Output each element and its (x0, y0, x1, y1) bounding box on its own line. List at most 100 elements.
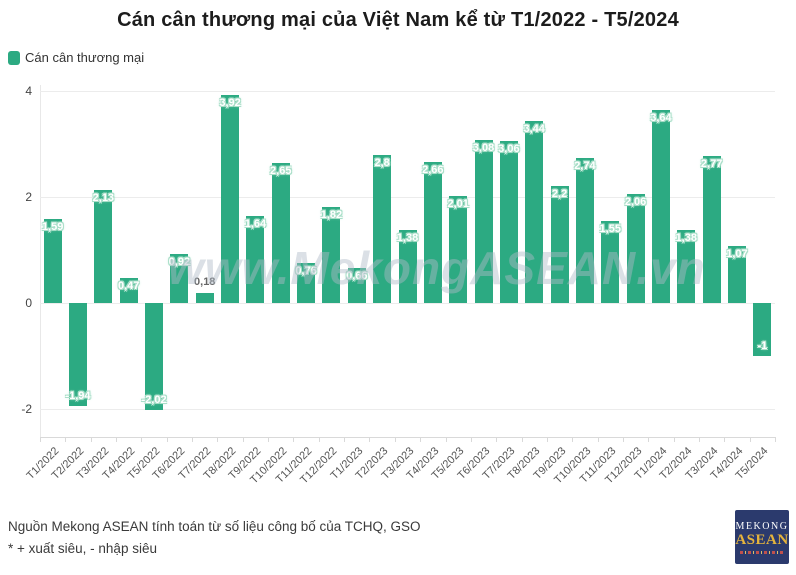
bar-value-label: 3,64 (650, 112, 672, 125)
x-axis-tick (420, 437, 422, 442)
bar[interactable] (702, 156, 721, 303)
x-axis-tick (546, 437, 548, 442)
legend-label: Cán cân thương mại (25, 50, 145, 65)
x-axis-tick (521, 437, 523, 442)
x-axis-tick (749, 437, 751, 442)
chart-title: Cán cân thương mại của Việt Nam kể từ T1… (117, 9, 679, 31)
logo-tagline-strip (740, 550, 784, 554)
x-axis-tick (242, 437, 244, 442)
bar-value-label: 2,01 (447, 198, 469, 211)
gridline (40, 409, 775, 410)
bar[interactable] (322, 206, 341, 303)
bar[interactable] (449, 196, 468, 303)
bar-value-label: 0,66 (346, 270, 368, 283)
x-axis-tick (141, 437, 143, 442)
bar[interactable] (271, 162, 290, 303)
bar-value-label: 0,18 (194, 276, 216, 289)
bar[interactable] (727, 246, 746, 303)
x-axis-tick (90, 437, 92, 442)
bar[interactable] (499, 140, 518, 303)
bar[interactable] (677, 229, 696, 303)
bar-value-label: 2,2 (551, 188, 568, 201)
x-axis-tick (217, 437, 219, 442)
bar-value-label: 1,64 (244, 218, 267, 231)
bar[interactable] (170, 254, 189, 303)
bar[interactable] (753, 303, 772, 356)
x-axis-tick (65, 437, 67, 442)
x-axis-tick (597, 437, 599, 442)
bar-value-label: 3,06 (498, 142, 520, 155)
y-axis-tick-label: 4 (25, 84, 32, 98)
bar-value-label: 2,06 (624, 195, 647, 208)
x-axis-tick (40, 437, 41, 442)
x-axis-tick (648, 437, 650, 442)
x-axis-tick (318, 437, 320, 442)
source-note: Nguồn Mekong ASEAN tính toán từ số liệu … (8, 519, 421, 534)
x-axis-tick (369, 437, 371, 442)
x-axis-tick (166, 437, 168, 442)
bar-value-label: 3,44 (523, 122, 545, 135)
bar[interactable] (69, 303, 88, 406)
bar[interactable] (246, 216, 265, 303)
legend-item[interactable]: Cán cân thương mại (8, 50, 144, 65)
y-axis-tick-label: 0 (25, 296, 32, 310)
bar[interactable] (94, 190, 113, 303)
bar-value-label: -2,02 (141, 394, 167, 407)
x-axis-line (40, 437, 775, 438)
bar[interactable] (550, 186, 569, 303)
logo-line2: ASEAN (735, 531, 789, 548)
bar-value-label: 1,07 (726, 248, 748, 261)
x-axis-tick (268, 437, 270, 442)
bar[interactable] (474, 139, 493, 303)
bar-value-label: 0,47 (117, 280, 140, 293)
gridline (40, 303, 775, 304)
bar-value-label: 0,76 (295, 264, 317, 277)
x-axis-tick (192, 437, 194, 442)
gridline (40, 197, 775, 198)
x-axis-tick (496, 437, 498, 442)
bar-value-label: 2,77 (700, 158, 723, 171)
bar-value-label: 0,92 (168, 256, 191, 269)
x-axis-tick (775, 437, 776, 442)
x-axis-tick (572, 437, 574, 442)
bar-value-label: 3,92 (219, 97, 241, 110)
bar[interactable] (297, 262, 316, 303)
bar-value-label: 2,8 (374, 156, 390, 169)
bar[interactable] (195, 293, 214, 303)
bar-value-label: 2,74 (574, 159, 596, 172)
bar[interactable] (119, 278, 138, 303)
bar-value-label: 1,38 (396, 231, 419, 244)
x-axis-tick (470, 437, 472, 442)
bar-value-label: 1,82 (320, 208, 343, 221)
bar[interactable] (373, 154, 392, 303)
bar[interactable] (398, 229, 417, 303)
x-axis-tick (673, 437, 675, 442)
x-axis-tick (116, 437, 118, 442)
bar[interactable] (601, 220, 620, 303)
x-axis-tick (445, 437, 447, 442)
bar-value-label: -1,94 (65, 389, 91, 402)
bar-value-label: 1,55 (599, 222, 621, 235)
bar[interactable] (347, 268, 366, 303)
bar[interactable] (423, 162, 442, 303)
y-axis-tick-label: 2 (25, 190, 32, 204)
bar[interactable] (43, 218, 62, 303)
y-axis-tick-label: -2 (21, 402, 32, 416)
gridline (40, 91, 775, 92)
bar[interactable] (651, 110, 670, 303)
x-axis-tick (344, 437, 346, 442)
bar-value-label: 2,13 (92, 192, 115, 205)
bar[interactable] (525, 120, 544, 303)
bar[interactable] (145, 303, 164, 411)
bar[interactable] (626, 193, 645, 303)
x-axis-tick (698, 437, 700, 442)
bar-value-label: 1,38 (675, 231, 697, 244)
bar-value-label: 2,65 (270, 164, 292, 177)
bar[interactable] (221, 95, 240, 303)
x-axis-tick (724, 437, 726, 442)
bar[interactable] (575, 157, 594, 303)
x-axis-tick (394, 437, 396, 442)
logo-line1: MEKONG (735, 520, 789, 532)
